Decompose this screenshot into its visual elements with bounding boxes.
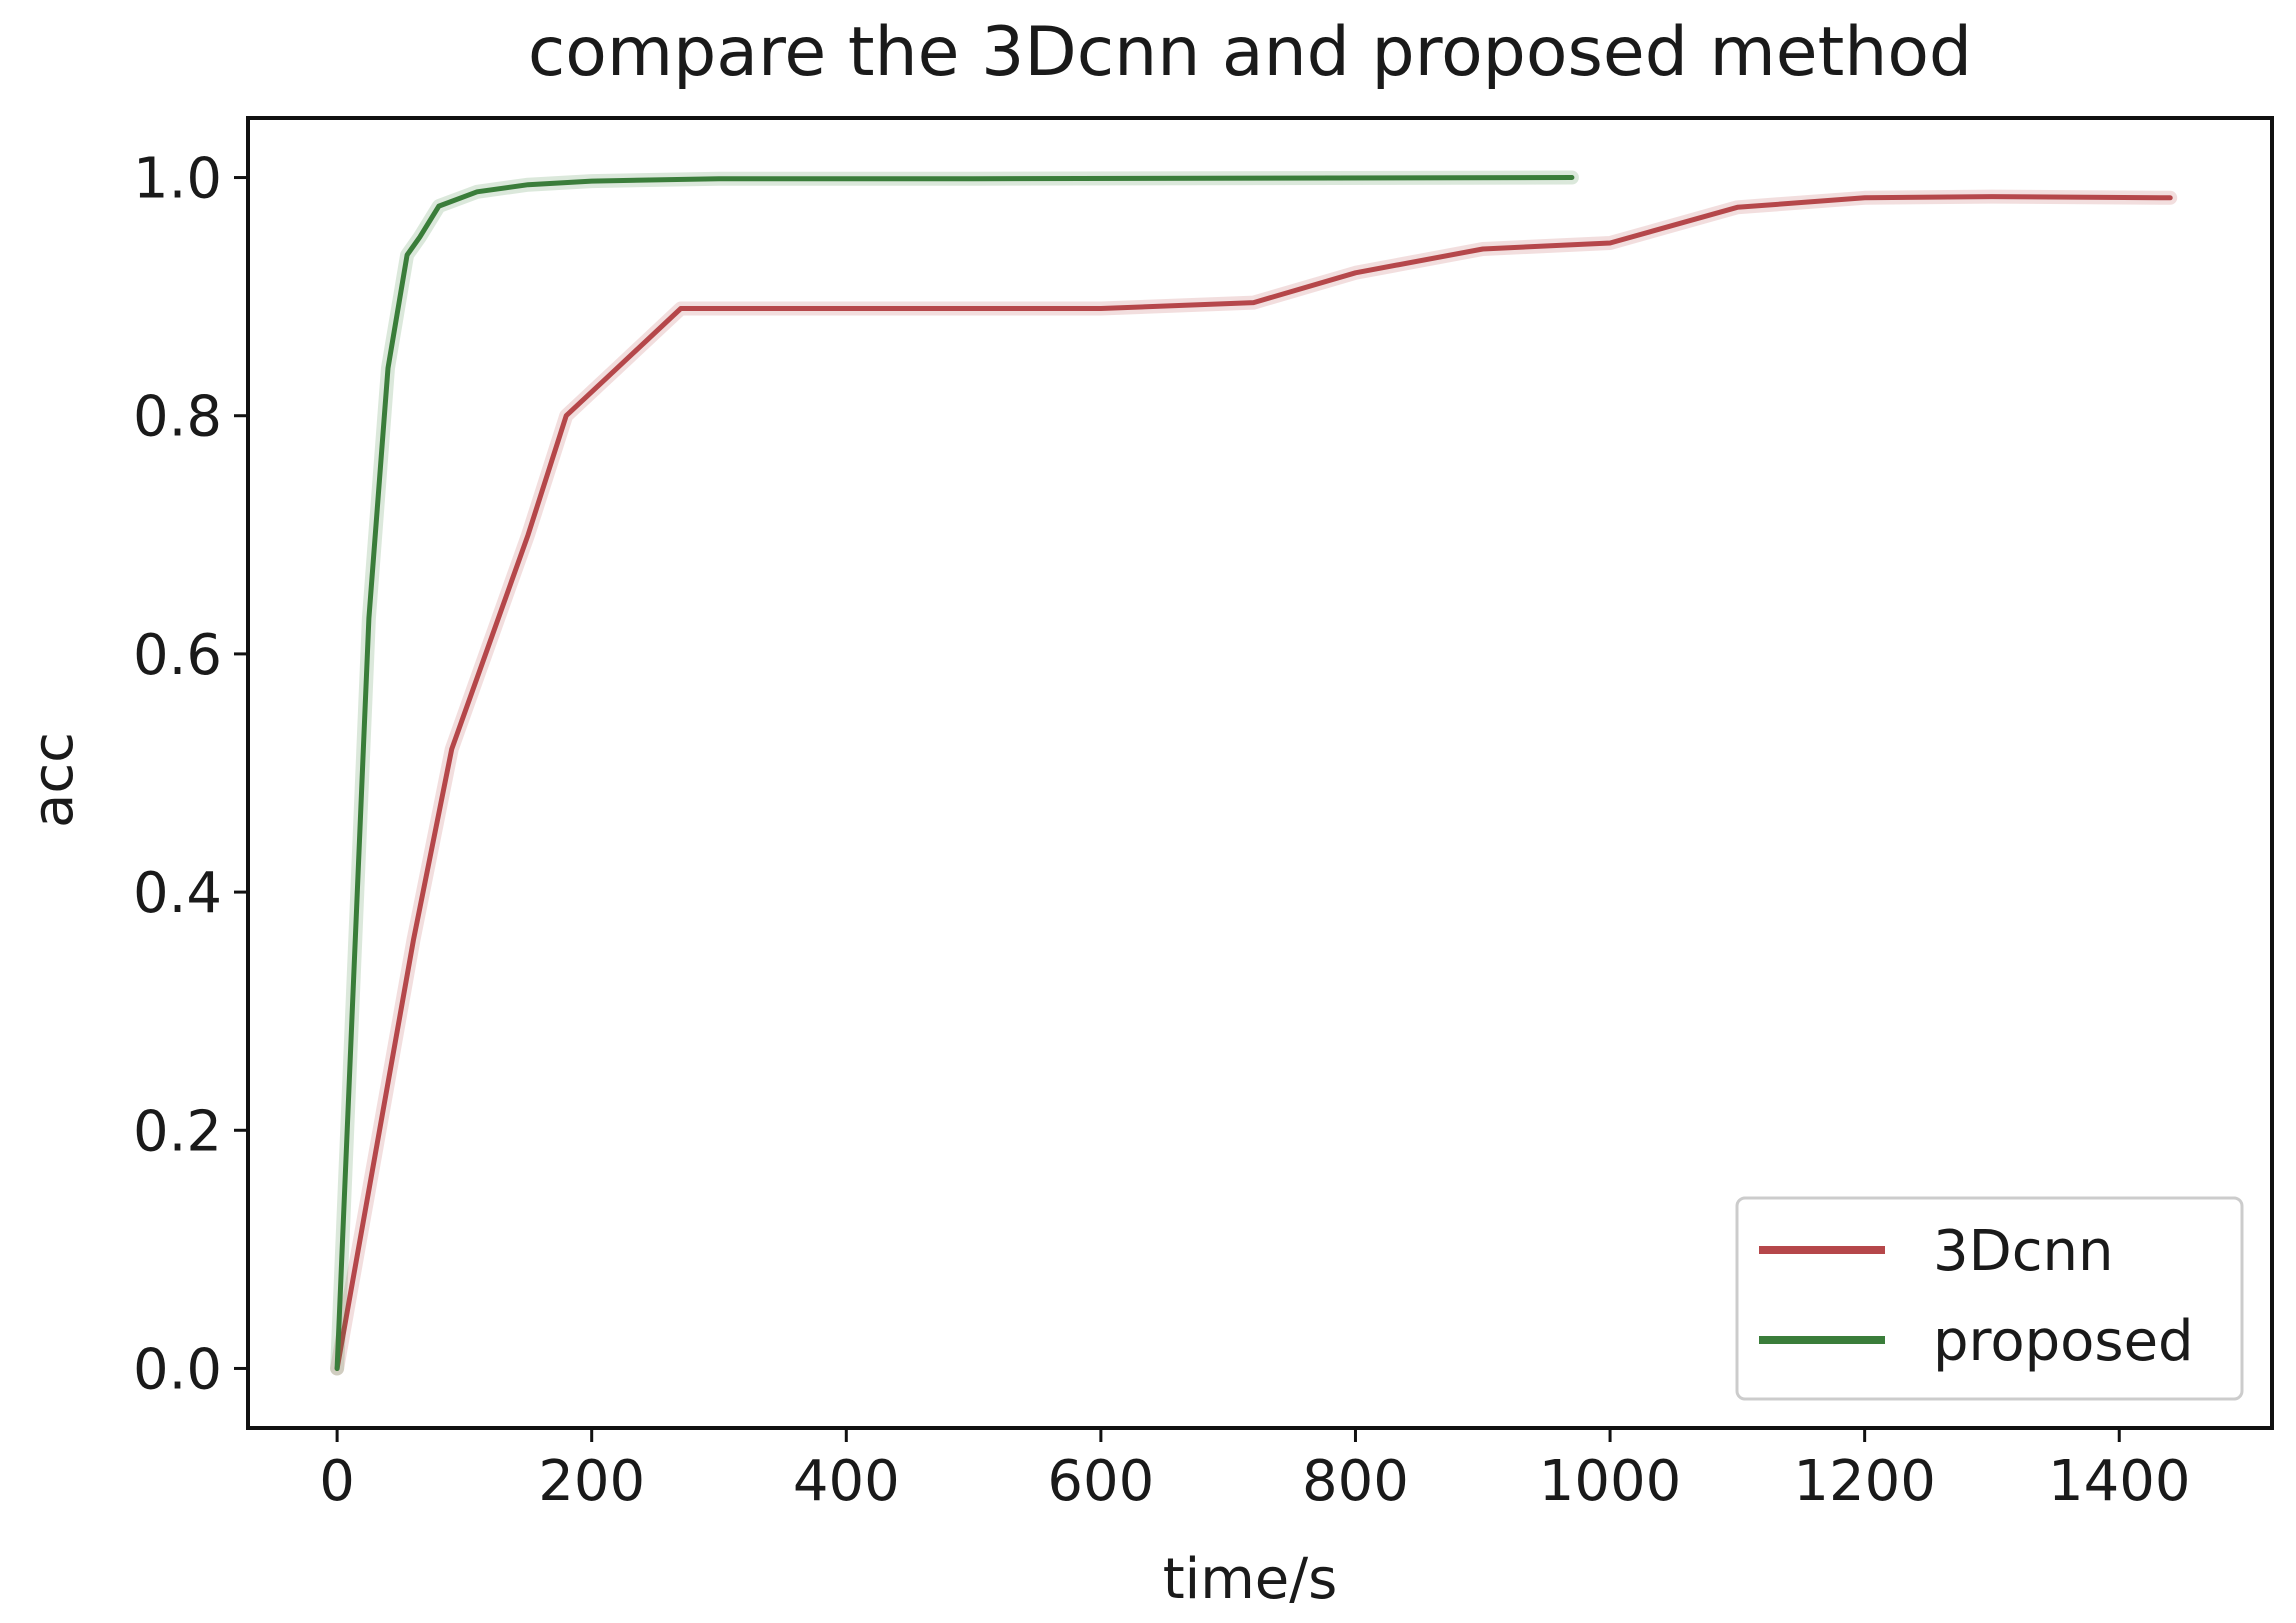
x-tick-label: 200 bbox=[538, 1449, 645, 1514]
series-glow-proposed bbox=[330, 170, 1579, 1376]
y-tick-label: 0.2 bbox=[133, 1099, 222, 1164]
y-tick-label: 1.0 bbox=[133, 147, 222, 212]
x-tick-label: 1200 bbox=[1793, 1449, 1936, 1514]
y-axis-label: acc bbox=[21, 732, 86, 828]
x-tick-label: 600 bbox=[1047, 1449, 1154, 1514]
y-tick-label: 0.6 bbox=[133, 623, 222, 688]
y-tick-label: 0.4 bbox=[133, 861, 222, 926]
axes-frame bbox=[246, 116, 2274, 1430]
x-tick-label: 800 bbox=[1302, 1449, 1409, 1514]
x-tick-label: 400 bbox=[793, 1449, 900, 1514]
x-tick-label: 1000 bbox=[1539, 1449, 1682, 1514]
series-line-proposed bbox=[334, 175, 1575, 1371]
plot-area: 0 200 400 600 800 1000 1200 1400 0.0 0.2 0.4 0.6 0.8… bbox=[133, 116, 2274, 1514]
y-tick-label: 0.8 bbox=[133, 385, 222, 450]
x-axis-label: time/s bbox=[1163, 1547, 1338, 1612]
legend-label-proposed: proposed bbox=[1933, 1309, 2194, 1374]
series-line-3Dcnn bbox=[334, 194, 2173, 1371]
x-tick-label: 0 bbox=[319, 1449, 355, 1514]
y-tick-label: 0.0 bbox=[133, 1337, 222, 1402]
chart-title: compare the 3Dcnn and proposed method bbox=[528, 13, 1972, 92]
legend-label-3Dcnn: 3Dcnn bbox=[1933, 1219, 2114, 1284]
x-tick-label: 1400 bbox=[2048, 1449, 2191, 1514]
